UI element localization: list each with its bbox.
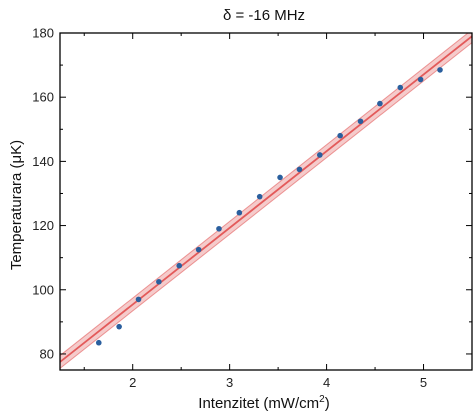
- x-tick-label: 2: [129, 375, 136, 390]
- data-point: [216, 225, 222, 232]
- data-point: [417, 76, 424, 83]
- data-point: [116, 323, 122, 330]
- plot-frame: [59, 32, 473, 371]
- fit-line: [60, 35, 472, 363]
- x-axis-title-end: ): [325, 395, 330, 412]
- y-tick-label: 160: [32, 90, 54, 105]
- data-point: [95, 339, 102, 346]
- x-axis-title: Intenzitet (mW/cm2): [198, 394, 329, 412]
- plot-area: [60, 33, 472, 369]
- data-point: [357, 118, 364, 125]
- data-point: [437, 67, 443, 73]
- y-tick-label: 180: [32, 26, 54, 41]
- x-tick-label: 5: [420, 375, 427, 390]
- x-tick-label: 3: [226, 375, 233, 390]
- data-point: [156, 278, 162, 285]
- y-axis-title: Temperaturara (μK): [8, 140, 25, 270]
- data-point: [377, 100, 383, 107]
- x-tick-label: 4: [323, 375, 330, 390]
- x-axis-title-main: Intenzitet (mW/cm: [198, 395, 319, 412]
- data-point: [337, 132, 343, 139]
- y-tick-label: 120: [32, 218, 54, 233]
- confidence-band-lower: [60, 42, 472, 369]
- chart-title: δ = -16 MHz: [223, 7, 305, 24]
- y-tick-label: 80: [40, 346, 54, 361]
- data-point: [397, 84, 404, 91]
- data-point: [317, 152, 323, 158]
- data-point: [176, 262, 183, 269]
- data-point: [236, 209, 243, 216]
- data-point: [277, 174, 283, 181]
- y-tick-label: 100: [32, 282, 54, 297]
- plot-clip-group: [60, 33, 472, 369]
- confidence-band-upper: [60, 33, 469, 356]
- data-point: [135, 296, 142, 303]
- axes: 2 3 4 5 80 100 120 140 160 180: [32, 26, 473, 390]
- data-point: [296, 166, 303, 173]
- y-tick-label: 140: [32, 154, 54, 169]
- data-point: [195, 246, 202, 253]
- x-axis-title-superscript: 2: [319, 394, 325, 405]
- data-point: [256, 193, 263, 200]
